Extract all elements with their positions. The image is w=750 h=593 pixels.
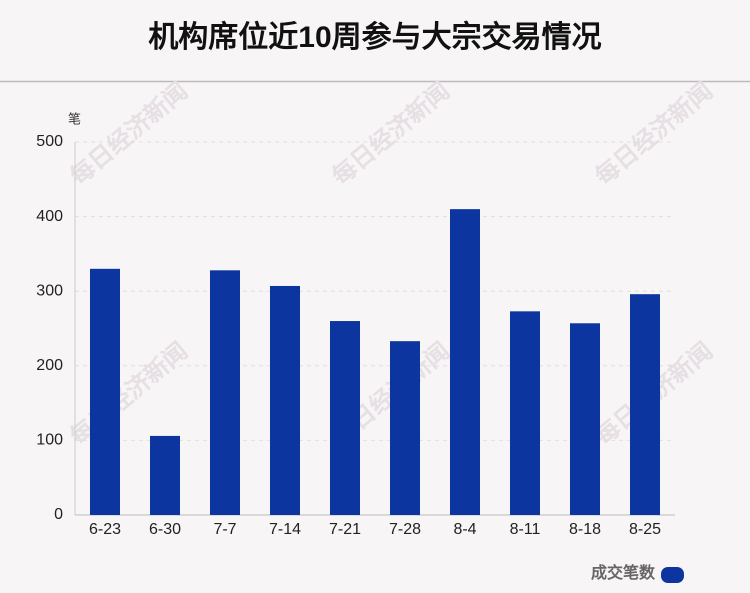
x-tick-label: 8-25 <box>629 521 661 538</box>
x-tick-label: 6-30 <box>149 521 181 538</box>
watermark: 每日经济新闻 <box>65 337 193 451</box>
x-tick-label: 7-14 <box>269 521 301 538</box>
y-axis-unit: 笔 <box>68 111 81 126</box>
watermark: 每日经济新闻 <box>590 77 718 191</box>
bar <box>390 341 420 515</box>
bar <box>150 435 180 515</box>
y-tick-label: 300 <box>36 282 63 299</box>
x-tick-label: 7-21 <box>329 521 361 538</box>
chart-title: 机构席位近10周参与大宗交易情况 <box>148 20 601 54</box>
x-tick-label: 7-7 <box>213 521 236 538</box>
watermark: 每日经济新闻 <box>327 77 455 191</box>
y-tick-label: 100 <box>36 432 63 449</box>
bar <box>270 285 300 515</box>
y-tick-label: 400 <box>36 208 63 225</box>
y-tick-label: 200 <box>36 357 63 374</box>
x-tick-label: 6-23 <box>89 521 121 538</box>
x-tick-label: 8-4 <box>453 521 476 538</box>
bar <box>450 209 480 515</box>
y-tick-label: 0 <box>54 506 63 523</box>
bar <box>330 321 360 515</box>
watermark: 每日经济新闻 <box>65 77 193 191</box>
bar <box>510 311 540 515</box>
bar <box>90 268 120 515</box>
x-tick-label: 8-18 <box>569 521 601 538</box>
x-tick-label: 7-28 <box>389 521 421 538</box>
y-tick-label: 500 <box>36 133 63 150</box>
bar <box>630 294 660 515</box>
bar <box>210 270 240 515</box>
bar <box>570 323 600 515</box>
x-tick-label: 8-11 <box>510 521 541 538</box>
legend-label: 成交笔数 <box>591 563 656 582</box>
legend-swatch <box>661 567 684 583</box>
